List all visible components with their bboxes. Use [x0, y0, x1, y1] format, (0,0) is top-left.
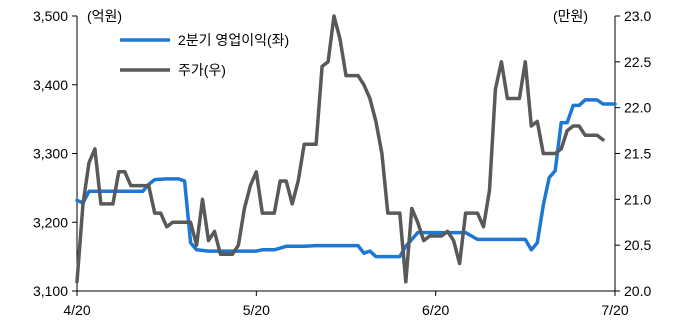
right-tick-label: 20.5 [624, 237, 651, 253]
legend: 2분기 영업이익(좌) 주가(우) [120, 32, 289, 78]
x-tick-label: 7/20 [601, 302, 628, 318]
legend-label-operating-profit: 2분기 영업이익(좌) [178, 32, 289, 48]
left-axis: 3,100 3,200 3,300 3,400 3,500 (억원) [33, 8, 122, 299]
left-tick-label: 3,400 [33, 77, 68, 93]
right-tick-label: 21.0 [624, 191, 651, 207]
x-axis-ticks: 4/20 5/20 6/20 7/20 [63, 291, 629, 318]
right-tick-label: 22.5 [624, 54, 651, 70]
left-tick-label: 3,200 [33, 214, 68, 230]
left-axis-ticks: 3,100 3,200 3,300 3,400 3,500 [33, 8, 77, 299]
left-tick-label: 3,300 [33, 146, 68, 162]
right-tick-label: 22.0 [624, 100, 651, 116]
legend-label-stock-price: 주가(우) [178, 62, 226, 78]
right-axis: 20.0 20.5 21.0 21.5 22.0 22.5 23.0 (만원) [553, 8, 651, 299]
right-tick-label: 21.5 [624, 146, 651, 162]
legend-item-stock-price: 주가(우) [120, 62, 226, 78]
series-layer [75, 14, 617, 284]
legend-item-operating-profit: 2분기 영업이익(좌) [120, 32, 289, 48]
left-tick-label: 3,100 [33, 283, 68, 299]
right-axis-unit: (만원) [553, 8, 588, 24]
left-tick-label: 3,500 [33, 8, 68, 24]
x-tick-label: 6/20 [422, 302, 449, 318]
series-line-operating-profit [75, 98, 617, 259]
right-tick-label: 20.0 [624, 283, 651, 299]
series-line-stock-price [75, 14, 605, 284]
right-tick-label: 23.0 [624, 8, 651, 24]
left-axis-unit: (억원) [87, 8, 122, 24]
x-axis: 4/20 5/20 6/20 7/20 [63, 290, 629, 318]
right-axis-ticks: 20.0 20.5 21.0 21.5 22.0 22.5 23.0 [615, 8, 651, 299]
x-tick-label: 4/20 [63, 302, 90, 318]
x-tick-label: 5/20 [243, 302, 270, 318]
